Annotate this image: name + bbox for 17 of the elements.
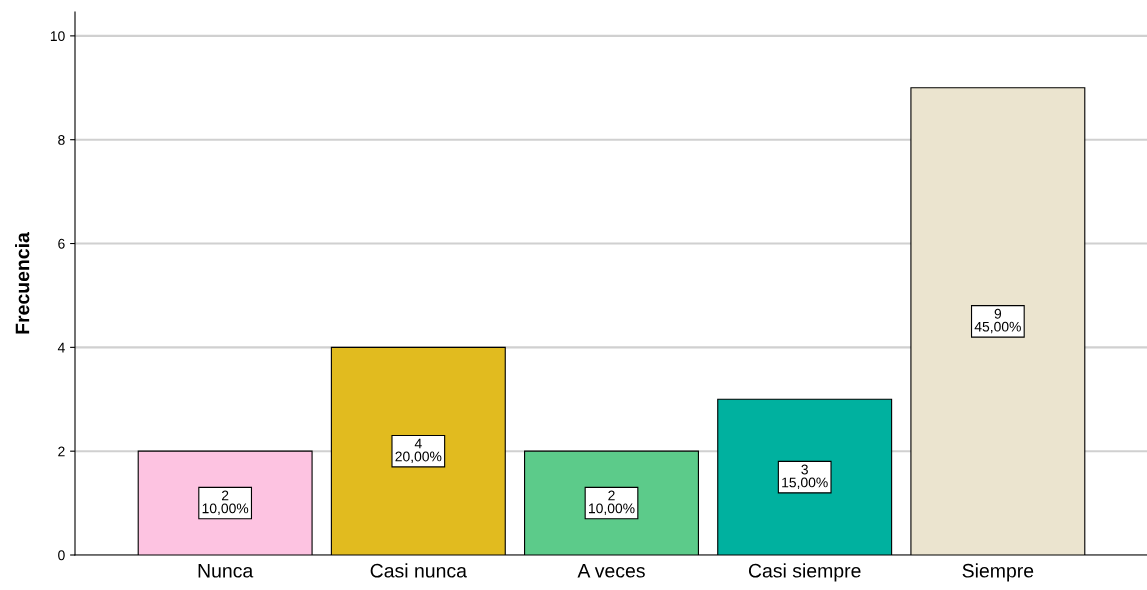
data-label: 2 10,00% xyxy=(202,490,249,515)
y-tick-label: 8 xyxy=(58,135,65,145)
y-tick-label: 6 xyxy=(58,238,65,249)
y-tick-label: 4 xyxy=(57,342,65,353)
data-label: 2 10,00% xyxy=(589,490,635,515)
x-tick-label: Nunca xyxy=(198,564,254,578)
data-label: 4 20,00% xyxy=(395,438,442,464)
y-tick-label: 0 xyxy=(58,550,65,561)
x-tick-label: Siempre xyxy=(962,563,1034,582)
data-label: 3 15,00% xyxy=(782,464,828,489)
x-tick-label: Casi siempre xyxy=(748,563,861,582)
y-tick-label: 2 xyxy=(58,446,65,457)
y-tick-label: 10 xyxy=(50,31,65,42)
x-tick-label: A veces xyxy=(577,564,645,578)
x-tick-label: Casi nunca xyxy=(370,563,467,578)
y-axis-title: Frecuencia xyxy=(15,232,30,334)
data-label: 9 45,00% xyxy=(974,308,1021,334)
